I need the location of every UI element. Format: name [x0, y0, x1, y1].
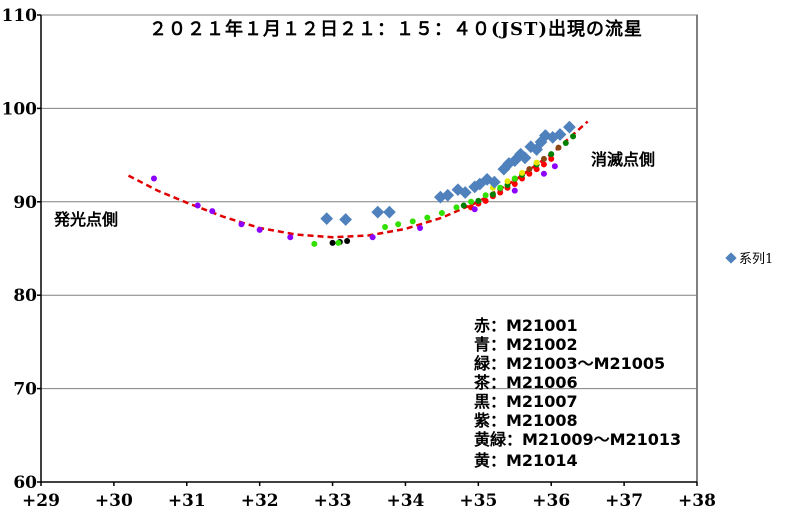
data-point-diamond — [488, 175, 501, 189]
station-key-line: 黄：M21014 — [474, 451, 578, 470]
chart-title: ２０２１年１月１２日２１：１５：４０(JST)出現の流星 — [149, 18, 643, 40]
data-point-dot — [555, 144, 562, 151]
y-tick-label: 110 — [2, 6, 38, 26]
x-tick-label: +34 — [386, 491, 424, 511]
x-tick-label: +33 — [314, 491, 352, 511]
y-tick-label: 80 — [13, 286, 37, 306]
data-point-dot — [511, 187, 518, 194]
data-point-dot — [511, 175, 518, 182]
data-point-dot — [311, 240, 318, 247]
station-key-line: 緑：M21003～M21005 — [474, 354, 665, 373]
legend-diamond-marker — [725, 252, 737, 264]
data-point-dot — [562, 139, 569, 146]
data-point-dot — [329, 239, 336, 246]
data-point-dot — [209, 208, 216, 215]
data-point-diamond — [563, 120, 576, 134]
data-point-dot — [471, 206, 478, 213]
station-key-line: 茶：M21006 — [473, 373, 578, 392]
data-point-dot — [540, 161, 547, 168]
station-key: 赤：M21001 青：M21002 緑：M21003～M21005 茶：M210… — [473, 316, 681, 470]
data-point-dot — [511, 181, 518, 188]
y-tick-label: 100 — [2, 99, 38, 119]
data-point-dot — [497, 184, 504, 191]
data-point-dot — [460, 202, 467, 209]
data-point-dot — [526, 166, 533, 173]
data-point-dot — [489, 191, 496, 198]
gridlines — [41, 14, 697, 390]
data-point-dot — [453, 204, 460, 211]
x-tick-label: +30 — [95, 491, 133, 511]
data-point-dot — [287, 234, 294, 241]
data-point-dot — [335, 239, 342, 246]
x-tick-label: +36 — [532, 491, 570, 511]
data-point-dot — [548, 151, 555, 158]
data-point-dot — [504, 178, 511, 185]
data-point-dot — [369, 234, 376, 241]
data-point-dot — [482, 192, 489, 199]
data-point-dot — [424, 214, 431, 221]
y-tick-label: 90 — [13, 193, 37, 213]
axes — [37, 14, 698, 486]
data-point-dot — [551, 163, 558, 170]
station-key-line: 紫：M21008 — [474, 411, 578, 430]
data-point-dot — [533, 159, 540, 166]
station-key-line: 黒：M21007 — [474, 392, 578, 411]
data-point-dot — [540, 170, 547, 177]
end-side-label: 消滅点側 — [591, 150, 655, 169]
x-tick-label: +32 — [241, 491, 279, 511]
x-tick-labels: +29 +30 +31 +32 +33 +34 +35 +36 +37 +38 — [22, 491, 716, 511]
data-point-dot — [475, 197, 482, 204]
data-point-dot — [526, 170, 533, 177]
data-point-dot — [570, 133, 577, 140]
data-point-dot — [533, 166, 540, 173]
data-point-dot — [344, 238, 351, 245]
data-point-dot — [417, 224, 424, 231]
data-point-dot — [468, 198, 475, 205]
data-point-diamond — [383, 205, 396, 219]
data-point-dot — [150, 175, 157, 182]
data-point-dot — [194, 202, 201, 209]
legend-entry-label: 系列1 — [739, 252, 773, 267]
data-point-diamond — [553, 128, 567, 141]
data-point-diamond — [441, 188, 455, 202]
station-key-line: 赤：M21001 — [474, 316, 578, 335]
data-point-dot — [382, 224, 389, 231]
data-point-dot — [548, 155, 555, 162]
legend: 系列1 — [725, 252, 773, 267]
data-point-dot — [395, 221, 402, 228]
x-tick-label: +35 — [459, 491, 497, 511]
data-point-dot — [482, 197, 489, 204]
station-key-line: 青：M21002 — [474, 335, 578, 354]
y-tick-labels: 60 70 80 90 100 110 — [2, 6, 38, 493]
start-side-label: 発光点側 — [53, 210, 118, 229]
y-tick-label: 70 — [13, 380, 37, 400]
y-tick-label: 60 — [13, 473, 37, 493]
data-point-dot — [409, 218, 416, 225]
data-point-dot — [438, 210, 445, 217]
data-point-diamond — [339, 213, 353, 226]
data-point-dot — [256, 226, 263, 233]
x-tick-label: +31 — [168, 491, 206, 511]
x-tick-label: +29 — [22, 491, 60, 511]
x-tick-label: +38 — [678, 491, 716, 511]
x-tick-label: +37 — [605, 491, 643, 511]
station-key-line: 黄緑：M21009～M21013 — [474, 430, 681, 449]
data-point-dot — [238, 221, 245, 228]
data-point-dot — [540, 155, 547, 162]
data-point-dot — [519, 169, 526, 176]
